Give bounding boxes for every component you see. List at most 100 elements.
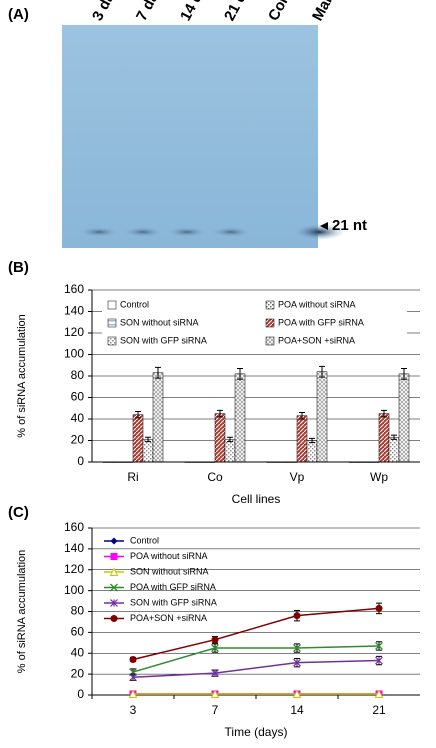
marker bbox=[110, 599, 118, 607]
marker-label: 21 nt bbox=[332, 217, 367, 234]
bar bbox=[316, 371, 328, 463]
y-axis-title: % of siRNA accumulation bbox=[16, 550, 28, 674]
bar bbox=[398, 373, 410, 463]
line bbox=[132, 645, 380, 673]
lane-label: 3 days bbox=[89, 0, 126, 24]
error-bar bbox=[217, 409, 223, 418]
legend-label: POA without siRNA bbox=[278, 299, 356, 309]
legend-swatch bbox=[265, 318, 275, 328]
x-tick-label: Ri bbox=[127, 470, 138, 484]
line bbox=[132, 659, 380, 679]
x-tick-label: Vp bbox=[290, 470, 305, 484]
bar bbox=[306, 440, 318, 463]
lane-label: Marker bbox=[309, 0, 347, 24]
x-axis-title: Time (days) bbox=[225, 725, 288, 739]
x-tick-label: 7 bbox=[212, 703, 219, 717]
marker bbox=[293, 658, 301, 667]
y-tick-label: 140 bbox=[64, 304, 84, 318]
error-bar bbox=[381, 409, 387, 418]
lane-label: 21 days bbox=[221, 0, 262, 24]
marker bbox=[375, 656, 383, 665]
marker bbox=[375, 604, 383, 612]
panel-label: (C) bbox=[8, 504, 29, 521]
marker bbox=[129, 656, 137, 664]
legend-swatch bbox=[265, 300, 275, 310]
marker bbox=[211, 669, 219, 678]
legend-swatch bbox=[107, 336, 117, 346]
legend-label: Control bbox=[120, 299, 149, 309]
bands bbox=[79, 224, 345, 240]
marker bbox=[292, 689, 302, 698]
band bbox=[211, 227, 251, 237]
legend-label: SON with GFP siRNA bbox=[130, 597, 217, 607]
y-tick-label: 120 bbox=[64, 325, 84, 339]
legend-swatch bbox=[265, 336, 275, 346]
lane-label: 14 days bbox=[177, 0, 218, 24]
legend-swatch bbox=[107, 300, 117, 310]
y-tick-label: 60 bbox=[71, 625, 85, 639]
y-tick-label: 0 bbox=[77, 687, 84, 701]
y-tick-label: 80 bbox=[71, 604, 85, 618]
bar bbox=[132, 414, 144, 463]
panel-label: (A) bbox=[8, 6, 29, 23]
x-tick-label: 3 bbox=[130, 703, 137, 717]
bar bbox=[152, 372, 164, 463]
legend-label: POA with GFP siRNA bbox=[130, 582, 216, 592]
panel-label: (B) bbox=[8, 259, 29, 276]
arrow bbox=[320, 222, 328, 230]
y-tick-label: 160 bbox=[64, 520, 84, 534]
error-bar bbox=[135, 410, 141, 419]
y-tick-label: 60 bbox=[71, 390, 85, 404]
error-bar bbox=[309, 437, 315, 444]
x-tick-label: Co bbox=[207, 470, 223, 484]
marker bbox=[210, 689, 220, 698]
x-tick-label: Wp bbox=[370, 470, 388, 484]
legend: Control POA without siRNA SON without siRN… bbox=[102, 296, 407, 354]
error-bar bbox=[155, 366, 161, 379]
error-bar bbox=[299, 412, 305, 420]
bar bbox=[378, 413, 390, 463]
legend-label: POA with GFP siRNA bbox=[278, 317, 364, 327]
bar bbox=[388, 437, 400, 463]
band bbox=[293, 224, 345, 240]
y-tick-label: 120 bbox=[64, 562, 84, 576]
y-tick-label: 20 bbox=[71, 666, 85, 680]
legend-label: Control bbox=[130, 535, 159, 545]
x-tick-label: 14 bbox=[290, 703, 304, 717]
marker bbox=[374, 689, 384, 698]
bar bbox=[234, 373, 246, 463]
line bbox=[132, 607, 380, 661]
marker bbox=[110, 553, 118, 560]
error-bar bbox=[145, 436, 151, 443]
marker bbox=[110, 537, 118, 545]
bar bbox=[142, 439, 154, 463]
y-tick-label: 140 bbox=[64, 541, 84, 555]
y-tick-label: 100 bbox=[64, 583, 84, 597]
x-tick-label: 21 bbox=[372, 703, 386, 717]
marker bbox=[109, 567, 119, 576]
legend-swatch bbox=[107, 318, 117, 328]
error-bar bbox=[319, 365, 325, 378]
y-tick-label: 20 bbox=[71, 433, 85, 447]
y-tick-label: 0 bbox=[77, 454, 84, 468]
error-bar bbox=[237, 367, 243, 380]
blot-image bbox=[62, 25, 318, 248]
legend-label: SON with GFP siRNA bbox=[120, 335, 207, 345]
error-bar bbox=[391, 434, 397, 440]
lane-label: Control bbox=[265, 0, 305, 24]
y-axis-title: % of siRNA accumulation bbox=[16, 314, 28, 438]
bar bbox=[224, 439, 236, 463]
lane-label: 7 days bbox=[133, 0, 170, 24]
band bbox=[167, 227, 207, 237]
y-tick-label: 160 bbox=[64, 282, 84, 296]
legend-box bbox=[102, 296, 407, 354]
bar bbox=[214, 413, 226, 463]
legend-label: SON without siRNA bbox=[130, 566, 209, 576]
marker bbox=[293, 644, 301, 652]
marker bbox=[211, 644, 219, 652]
bar bbox=[296, 415, 308, 463]
band bbox=[123, 227, 163, 237]
y-tick-label: 40 bbox=[71, 411, 85, 425]
band bbox=[79, 227, 119, 237]
